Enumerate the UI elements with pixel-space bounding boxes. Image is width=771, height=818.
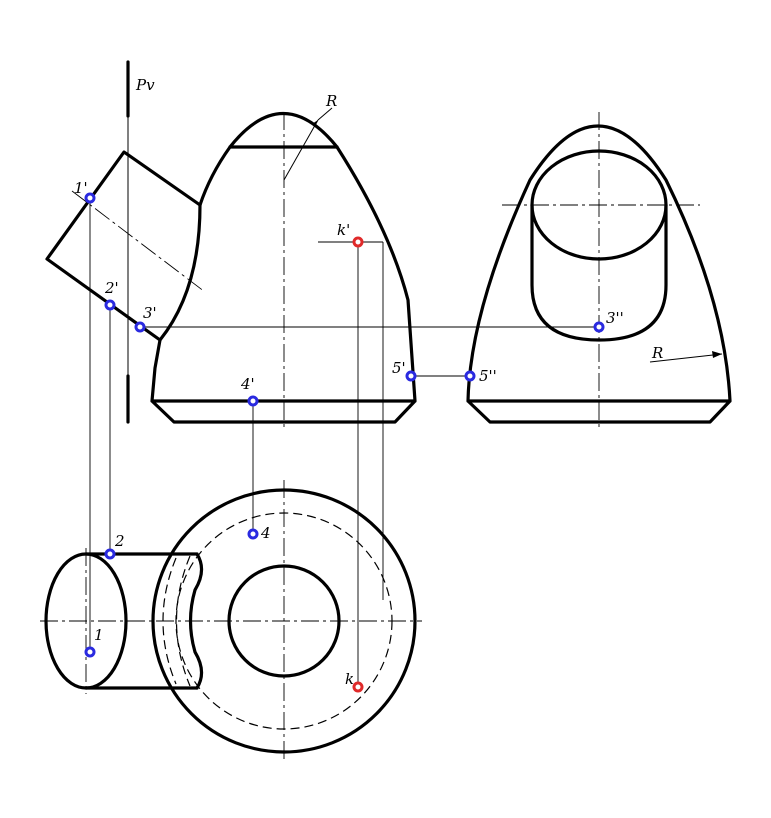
point-k-top xyxy=(354,683,362,691)
front-radius-line xyxy=(284,120,318,180)
front-view: R k' 1' 2' 3' 4' 5' xyxy=(47,92,415,428)
point-5-side xyxy=(466,372,474,380)
front-radius-label: R xyxy=(325,92,337,110)
p3-side-label: 3'' xyxy=(606,309,624,327)
p3-front-label: 3' xyxy=(143,304,157,322)
p4-front-label: 4' xyxy=(240,375,255,393)
top-view: 1 2 4 k xyxy=(40,480,422,760)
point-3-front xyxy=(136,323,144,331)
k-front-label: k' xyxy=(337,221,350,239)
k-top-label: k xyxy=(345,670,354,688)
point-2-front xyxy=(106,301,114,309)
point-5-front xyxy=(407,372,415,380)
point-2-top xyxy=(106,550,114,558)
front-body-outline xyxy=(152,114,415,423)
p2-front-label: 2' xyxy=(104,279,119,297)
point-k-front xyxy=(354,238,362,246)
side-radius-label: R xyxy=(651,344,663,362)
p1-front-label: 1' xyxy=(74,179,88,197)
point-4-top xyxy=(249,530,257,538)
point-4-front xyxy=(249,397,257,405)
side-radius-arrow xyxy=(712,351,722,358)
p5-side-label: 5'' xyxy=(479,367,497,385)
point-1-front xyxy=(86,194,94,202)
projection-lines xyxy=(90,198,599,687)
p2-top-label: 2 xyxy=(114,532,125,550)
plane-label: Pv xyxy=(135,76,155,94)
p4-top-label: 4 xyxy=(260,524,271,542)
side-view: R 5'' 3'' xyxy=(468,112,730,428)
point-3-side xyxy=(595,323,603,331)
p1-top-label: 1 xyxy=(94,626,104,644)
front-cylinder-axis xyxy=(72,191,205,292)
point-1-top xyxy=(86,648,94,656)
p5-front-label: 5' xyxy=(392,359,406,377)
cutting-plane: Pv xyxy=(128,62,155,422)
